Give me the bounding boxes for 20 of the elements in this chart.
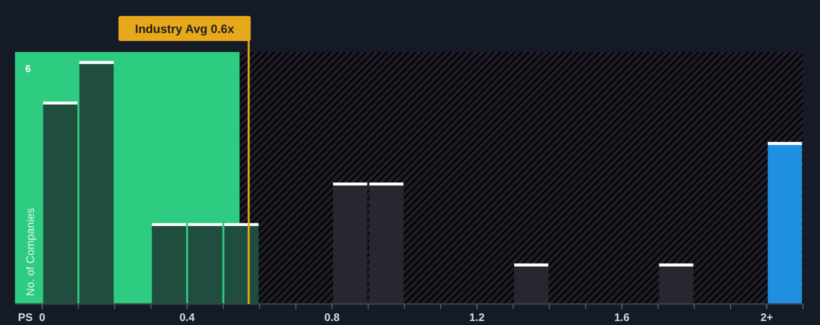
bar xyxy=(369,182,404,304)
bar xyxy=(43,102,78,304)
y-axis-title: No. of Companies xyxy=(25,207,37,296)
x-axis-title: PS xyxy=(18,312,33,324)
x-tick-label: 2+ xyxy=(760,312,774,324)
x-tick-label: 0.4 xyxy=(179,312,196,324)
bar xyxy=(188,223,222,304)
bar xyxy=(224,223,259,304)
x-tick-label: 1.2 xyxy=(469,312,485,324)
bar xyxy=(514,263,548,304)
x-tick-label: 0.8 xyxy=(324,312,340,324)
bar xyxy=(768,142,802,304)
annotation: 6 xyxy=(25,64,32,75)
bar xyxy=(333,182,368,304)
x-tick-label: 0 xyxy=(39,312,46,324)
bar xyxy=(152,223,186,304)
ref-line-label: Industry Avg 0.6x xyxy=(135,22,234,36)
bar xyxy=(79,60,114,304)
bar xyxy=(659,263,694,304)
x-tick-label: 1.6 xyxy=(614,312,630,324)
